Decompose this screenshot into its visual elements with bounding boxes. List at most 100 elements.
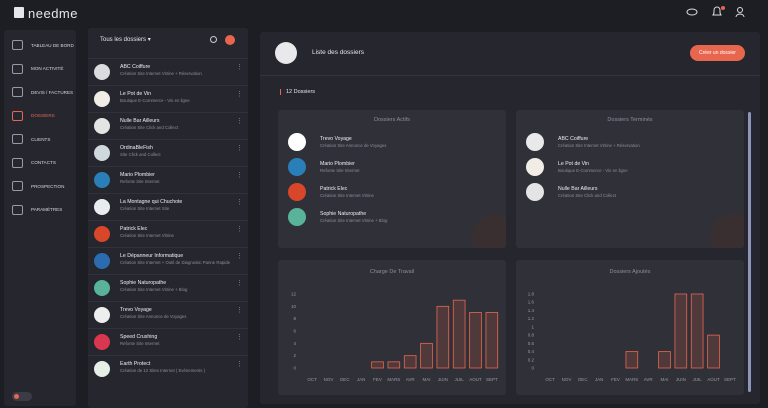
scrollbar[interactable] <box>748 112 751 392</box>
more-button[interactable]: ⋮ <box>236 118 243 125</box>
folder-item[interactable]: Le Dépanneur Informatique Création Site I… <box>88 247 248 274</box>
folder-item[interactable]: La Montagne qui Chuchote Création Site In… <box>88 193 248 220</box>
card-row[interactable]: Le Pot de Vin Boutique E-Commerce - Vin e… <box>516 154 744 179</box>
more-button[interactable]: ⋮ <box>236 280 243 287</box>
main-header: Liste des dossiers Créer un dossier <box>260 32 760 76</box>
nav-item[interactable]: MON ACTIVITÉ <box>12 63 63 74</box>
more-button[interactable]: ⋮ <box>236 334 243 341</box>
folder-text: La Montagne qui Chuchote Création Site In… <box>120 198 236 212</box>
more-button[interactable]: ⋮ <box>236 172 243 179</box>
notification-dot <box>721 6 725 10</box>
x-tick-label: AOUT <box>469 377 482 382</box>
bar <box>658 351 671 369</box>
folder-name: Speed Crushing <box>120 334 158 340</box>
folder-name: Earth Protect <box>120 361 151 367</box>
nav-icon <box>12 110 23 121</box>
folder-item[interactable]: Le Pot de Vin Boutique E-Commerce - Vin e… <box>88 85 248 112</box>
x-tick-label: JAN <box>357 377 366 382</box>
avatar <box>288 133 306 151</box>
create-button[interactable]: Créer un dossier <box>690 45 745 61</box>
nav-item[interactable]: PROSPECTION <box>12 181 64 191</box>
bar <box>387 361 401 369</box>
folder-item[interactable]: Earth Protect Création de 12 Sites Intern… <box>88 355 248 382</box>
folder-item[interactable]: Speed Crushing Refonte Site Internet ⋮ <box>88 328 248 355</box>
avatar <box>94 226 110 242</box>
more-button[interactable]: ⋮ <box>236 307 243 314</box>
card-text: Le Pot de Vin Boutique E-Commerce - Vin e… <box>558 160 628 174</box>
add-folder-button[interactable] <box>225 35 235 45</box>
more-button[interactable]: ⋮ <box>236 253 243 260</box>
nav-item[interactable]: TABLEAU DE BORD <box>12 40 74 50</box>
folder-item[interactable]: Mario Plombier Refonte Site Internet ⋮ <box>88 166 248 193</box>
card-text: ABC Coiffure Création Site Internet Vitri… <box>558 135 640 149</box>
x-tick-label: FEV <box>611 377 620 382</box>
card-text: Mario Plombier Refonte Site Internet <box>320 160 359 174</box>
visibility-icon[interactable] <box>686 8 698 16</box>
account-icon[interactable] <box>737 7 743 13</box>
more-button[interactable]: ⋮ <box>236 226 243 233</box>
card-text: Nulle Bar Ailleurs Création Site Click an… <box>558 185 616 199</box>
y-tick-label: 1.8 <box>528 292 535 297</box>
x-tick-label: MAI <box>660 377 668 382</box>
avatar <box>288 183 306 201</box>
card-row[interactable]: Patrick Elec Création Site Internet Vitri… <box>278 179 506 204</box>
avatar <box>94 253 110 269</box>
more-button[interactable]: ⋮ <box>236 64 243 71</box>
folder-text: Earth Protect Création de 12 Sites Intern… <box>120 360 236 374</box>
folder-item[interactable]: ABC Coiffure Création Site Internet Vitri… <box>88 58 248 85</box>
y-tick-label: 10 <box>291 304 297 309</box>
bar <box>690 293 704 369</box>
folder-item[interactable]: Patrick Elec Création Site Internet Vitri… <box>88 220 248 247</box>
card-row[interactable]: ABC Coiffure Création Site Internet Vitri… <box>516 129 744 154</box>
folder-name: Trevo Voyage <box>120 307 152 313</box>
folder-item[interactable]: OrdinaBleFish Site Click and Collect ⋮ <box>88 139 248 166</box>
bar <box>371 361 384 369</box>
y-tick-label: 0.4 <box>528 349 535 354</box>
notification-icon[interactable] <box>712 6 722 16</box>
nav-item[interactable]: PARAMÈTRES <box>12 204 63 215</box>
more-button[interactable]: ⋮ <box>236 199 243 206</box>
avatar <box>94 307 110 323</box>
folder-text: Le Dépanneur Informatique Création Site I… <box>120 252 236 266</box>
folder-desc: Site Click and Collect <box>120 152 161 157</box>
nav-item[interactable]: CONTACTS <box>12 157 56 168</box>
avatar <box>526 133 544 151</box>
x-tick-label: JUIN <box>676 377 686 382</box>
card-title: Dossiers Actifs <box>373 117 411 123</box>
folder-filter[interactable]: Tous les dossiers ▾ <box>100 37 151 43</box>
card-name: Nulle Bar Ailleurs <box>558 185 598 192</box>
bar <box>436 305 450 369</box>
card-desc: Création Site Annonce de Voyages <box>320 142 387 148</box>
folder-desc: Création Site Internet + Outil de Diagno… <box>120 260 230 265</box>
x-tick-label: SEPT <box>486 377 498 382</box>
folder-item[interactable]: Nulle Bar Ailleurs Création Site Click an… <box>88 112 248 139</box>
avatar <box>94 334 110 350</box>
nav-label: PROSPECTION <box>31 183 65 189</box>
card-name: Patrick Elec <box>320 185 348 192</box>
nav-item[interactable]: DOSSIERS <box>12 110 55 121</box>
card-row[interactable]: Sophie Naturopathe Création Site Internet… <box>278 204 506 229</box>
nav-icon <box>12 181 23 191</box>
x-tick-label: SEPT <box>724 377 736 382</box>
folder-item[interactable]: Sophie Naturopathe Création Site Internet… <box>88 274 248 301</box>
y-tick-label: 1.6 <box>528 300 535 305</box>
nav-item[interactable]: CLIENTS <box>12 134 50 144</box>
search-button[interactable] <box>210 36 217 43</box>
chart-title: Dossiers Ajoutés <box>610 269 651 275</box>
y-tick-label: 0 <box>531 366 534 371</box>
card-row[interactable]: Nulle Bar Ailleurs Création Site Click an… <box>516 179 744 204</box>
more-button[interactable]: ⋮ <box>236 361 243 368</box>
card-name: Trevo Voyage <box>320 135 352 142</box>
folder-item[interactable]: Trevo Voyage Création Site Annonce de Voy… <box>88 301 248 328</box>
card-row[interactable]: Trevo Voyage Création Site Annonce de Voy… <box>278 129 506 154</box>
header: needme <box>0 0 768 26</box>
theme-toggle[interactable] <box>12 392 32 401</box>
x-tick-label: AOUT <box>707 377 720 382</box>
more-button[interactable]: ⋮ <box>236 145 243 152</box>
more-button[interactable]: ⋮ <box>236 91 243 98</box>
nav-item[interactable]: DEVIS / FACTURES <box>12 87 73 97</box>
logo[interactable]: needme <box>28 6 78 21</box>
x-tick-label: JUIL <box>455 377 465 382</box>
card-row[interactable]: Mario Plombier Refonte Site Internet <box>278 154 506 179</box>
nav-label: PARAMÈTRES <box>31 207 63 212</box>
